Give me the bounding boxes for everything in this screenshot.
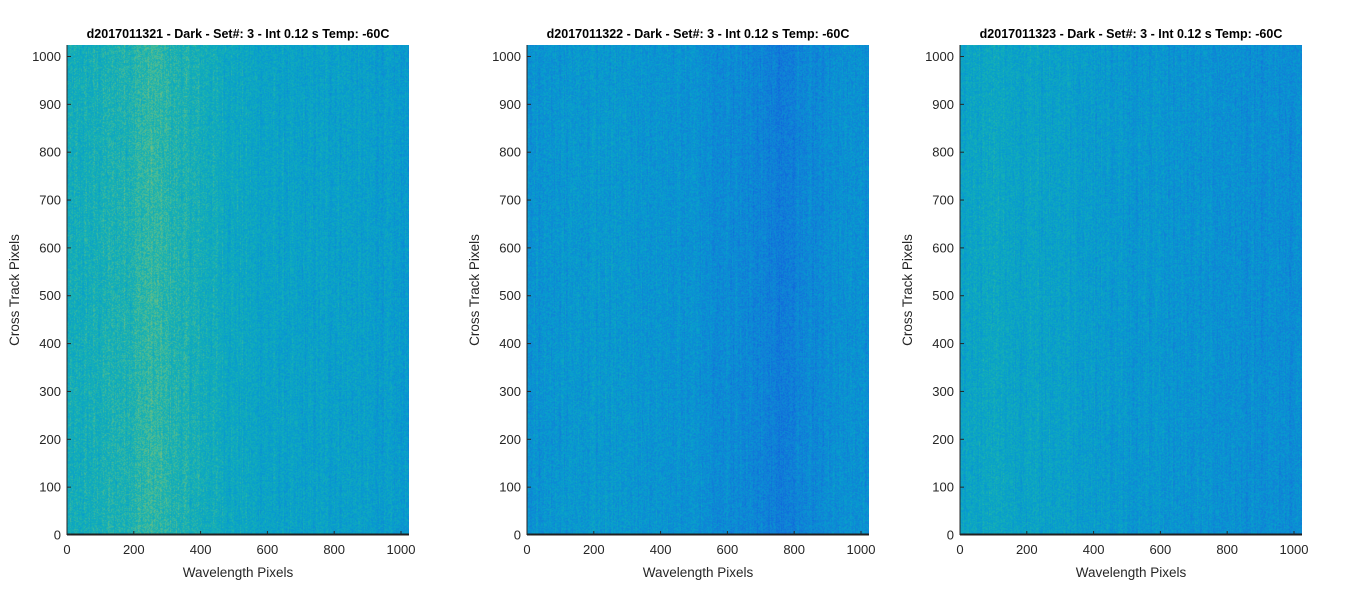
y-tick-label: 200 [499, 432, 521, 447]
chart-title: d2017011321 - Dark - Set#: 3 - Int 0.12 … [87, 27, 390, 41]
x-axis-label: Wavelength Pixels [643, 565, 754, 580]
x-tick-label: 600 [717, 542, 739, 557]
y-axis-label: Cross Track Pixels [900, 234, 915, 346]
y-tick-label: 400 [499, 336, 521, 351]
x-tick-label: 200 [123, 542, 145, 557]
heatmap-image [67, 45, 409, 535]
x-tick-label: 400 [190, 542, 212, 557]
axes: 0 200 400 600 800 1000 0 100 200 300 400 500 600 700 8… [925, 45, 1308, 557]
heatmap-panel-3: d2017011323 - Dark - Set#: 3 - Int 0.12 … [900, 27, 1308, 580]
chart-title: d2017011322 - Dark - Set#: 3 - Int 0.12 … [547, 27, 850, 41]
heatmap-panel-2: d2017011322 - Dark - Set#: 3 - Int 0.12 … [467, 27, 875, 580]
y-tick-label: 400 [39, 336, 61, 351]
y-tick-label: 300 [39, 384, 61, 399]
x-tick-label: 1000 [1280, 542, 1309, 557]
axes: 0 200 400 600 800 1000 0 100 200 300 400 500 600 700 8… [32, 45, 415, 557]
x-tick-label: 800 [323, 542, 345, 557]
y-tick-label: 1000 [32, 49, 61, 64]
y-tick-label: 0 [54, 528, 61, 543]
x-tick-label: 200 [1016, 542, 1038, 557]
y-tick-label: 900 [499, 97, 521, 112]
y-tick-label: 700 [499, 193, 521, 208]
y-tick-label: 300 [499, 384, 521, 399]
x-tick-label: 0 [63, 542, 70, 557]
x-tick-label: 800 [1216, 542, 1238, 557]
y-tick-label: 1000 [925, 49, 954, 64]
y-tick-label: 600 [932, 240, 954, 255]
x-tick-label: 1000 [387, 542, 416, 557]
y-tick-label: 200 [39, 432, 61, 447]
x-tick-label: 400 [650, 542, 672, 557]
y-tick-label: 300 [932, 384, 954, 399]
y-tick-label: 1000 [492, 49, 521, 64]
y-tick-label: 500 [499, 288, 521, 303]
y-tick-label: 100 [499, 480, 521, 495]
y-tick-label: 700 [39, 193, 61, 208]
x-tick-label: 0 [956, 542, 963, 557]
y-tick-label: 0 [514, 528, 521, 543]
heatmap-panel-1: d2017011321 - Dark - Set#: 3 - Int 0.12 … [7, 27, 415, 580]
y-tick-label: 100 [932, 480, 954, 495]
x-axis-label: Wavelength Pixels [1076, 565, 1187, 580]
y-tick-label: 100 [39, 480, 61, 495]
y-tick-label: 900 [39, 97, 61, 112]
x-tick-label: 400 [1083, 542, 1105, 557]
x-tick-label: 1000 [847, 542, 876, 557]
y-tick-label: 700 [932, 193, 954, 208]
y-tick-label: 200 [932, 432, 954, 447]
x-tick-label: 200 [583, 542, 605, 557]
y-tick-label: 0 [947, 528, 954, 543]
y-tick-label: 900 [932, 97, 954, 112]
chart-title: d2017011323 - Dark - Set#: 3 - Int 0.12 … [980, 27, 1283, 41]
y-tick-label: 800 [932, 145, 954, 160]
x-tick-label: 0 [523, 542, 530, 557]
y-tick-label: 800 [499, 145, 521, 160]
y-tick-label: 500 [39, 288, 61, 303]
x-axis-label: Wavelength Pixels [183, 565, 294, 580]
x-tick-label: 600 [257, 542, 279, 557]
y-tick-label: 400 [932, 336, 954, 351]
heatmap-image [960, 45, 1302, 535]
y-tick-label: 800 [39, 145, 61, 160]
axes: 0 200 400 600 800 1000 0 100 200 300 400 500 600 700 8… [492, 45, 875, 557]
heatmap-image [527, 45, 869, 535]
y-tick-label: 600 [499, 240, 521, 255]
y-axis-label: Cross Track Pixels [7, 234, 22, 346]
x-tick-label: 600 [1150, 542, 1172, 557]
y-tick-label: 600 [39, 240, 61, 255]
y-axis-label: Cross Track Pixels [467, 234, 482, 346]
y-tick-label: 500 [932, 288, 954, 303]
x-tick-label: 800 [783, 542, 805, 557]
